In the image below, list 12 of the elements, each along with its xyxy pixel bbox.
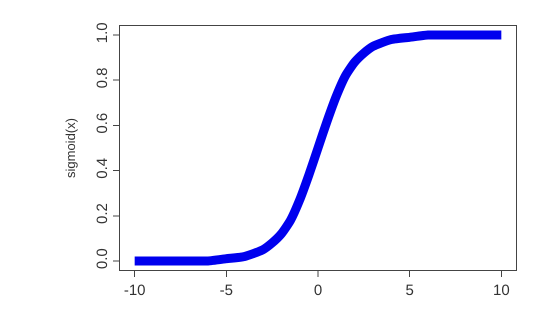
x-tick-label: -10 bbox=[124, 282, 146, 299]
x-tick-label: 5 bbox=[406, 282, 414, 299]
y-tick-label: 0.0 bbox=[94, 248, 111, 270]
x-tick-label: 10 bbox=[492, 282, 510, 299]
y-tick-label: 0.2 bbox=[94, 203, 111, 224]
y-tick-label: 1.0 bbox=[94, 22, 111, 44]
y-tick-label: 0.6 bbox=[94, 112, 111, 134]
x-tick-label: -5 bbox=[220, 282, 233, 299]
x-tick-label: 0 bbox=[314, 282, 322, 299]
y-tick-label: 0.4 bbox=[94, 158, 111, 179]
y-axis-title: sigmoid(x) bbox=[62, 118, 78, 178]
y-tick-label: 0.8 bbox=[94, 68, 111, 88]
